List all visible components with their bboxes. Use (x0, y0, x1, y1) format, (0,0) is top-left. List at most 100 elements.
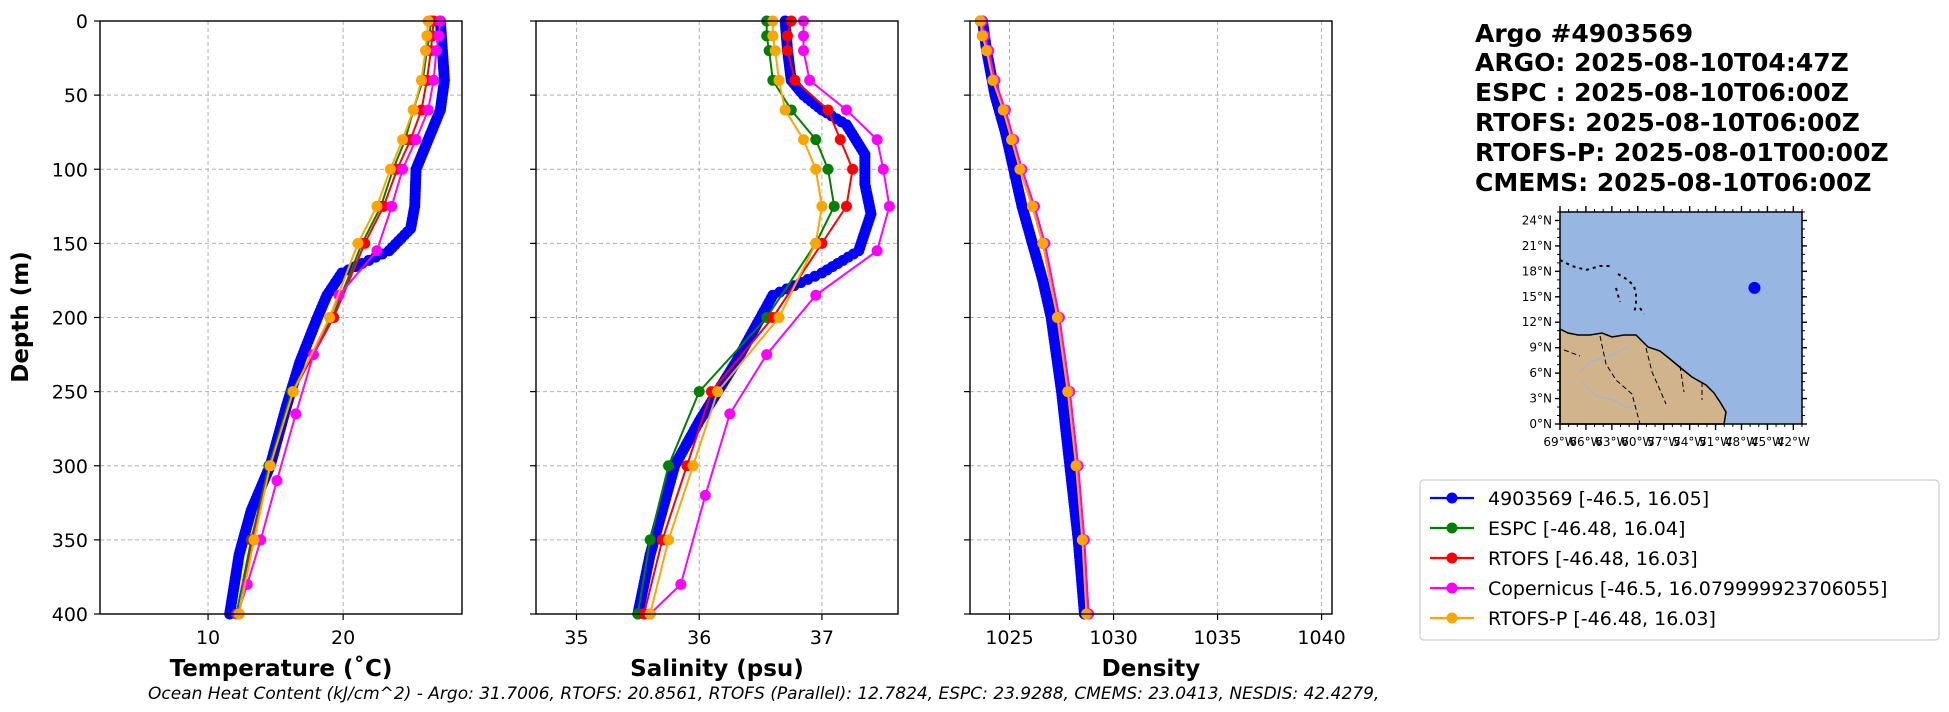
title-rtofs-time: RTOFS: 2025-08-10T06:00Z (1475, 108, 1860, 137)
data-point (782, 30, 794, 42)
legend: 4903569 [-46.5, 16.05] ESPC [-46.48, 16.0… (1419, 479, 1940, 641)
map-lon-label: 42°W (1777, 435, 1810, 449)
data-point (430, 45, 442, 57)
y-tick-label: 250 (52, 382, 88, 404)
density-xlabel: Density (1102, 656, 1201, 682)
legend-entry-rtofs: RTOFS [-46.48, 16.03] (1430, 548, 1698, 570)
legend-marker (1446, 522, 1458, 534)
title-argo-time: ARGO: 2025-08-10T04:47Z (1475, 48, 1849, 77)
inset-map: 24°N 21°N 18°N 15°N 12°N 9°N 6°N 3°N 0°N 69°W66°W… (1522, 206, 1810, 449)
map-borders (1563, 335, 1703, 425)
legend-marker (1446, 582, 1458, 594)
data-point (810, 289, 822, 301)
data-point (822, 163, 834, 175)
y-tick-label: 300 (52, 456, 88, 478)
map-lon-label: 63°W (1595, 435, 1628, 449)
data-point (415, 74, 427, 86)
series-line (236, 20, 442, 615)
map-lon-label: 51°W (1699, 435, 1732, 449)
x-tick-label: 1030 (1089, 627, 1137, 649)
y-tick-label: 400 (52, 604, 88, 626)
data-point (828, 200, 840, 212)
data-point (675, 578, 687, 590)
data-point (877, 163, 889, 175)
data-point (847, 163, 859, 175)
data-point (410, 134, 422, 146)
data-point (798, 45, 810, 57)
title-rtofsp-time: RTOFS-P: 2025-08-01T00:00Z (1475, 138, 1889, 167)
data-point (663, 534, 675, 546)
data-point (421, 30, 433, 42)
legend-label: Copernicus [-46.5, 16.079999923706055] (1488, 578, 1887, 600)
data-point (248, 534, 260, 546)
title-block: Argo #4903569 ARGO: 2025-08-10T04:47Z ES… (1475, 19, 1889, 197)
y-tick-label: 200 (52, 308, 88, 330)
data-point (840, 200, 852, 212)
x-tick-label: 20 (331, 627, 355, 649)
ocean-heat-content-footer: Ocean Heat Content (kJ/cm^2) - Argo: 31.… (148, 684, 1379, 704)
map-lon-label: 54°W (1673, 435, 1706, 449)
salinity-xlabel: Salinity (psu) (630, 656, 804, 682)
title-espc-time: ESPC : 2025-08-10T06:00Z (1475, 78, 1849, 107)
data-point (871, 245, 883, 257)
data-point (883, 200, 895, 212)
map-lon-label: 66°W (1569, 435, 1602, 449)
map-lat-label: 21°N (1522, 239, 1552, 253)
data-point (976, 30, 988, 42)
temperature-axes-frame (99, 20, 463, 615)
data-point (712, 386, 724, 398)
legend-entry-espc: ESPC [-46.48, 16.04] (1430, 518, 1685, 540)
data-point (371, 200, 383, 212)
temperature-xlabel: Temperature (˚C) (170, 655, 393, 682)
y-tick-label: 100 (52, 159, 88, 181)
data-point (834, 134, 846, 146)
data-point (773, 312, 785, 323)
temperature-series-rtofs_p (233, 15, 434, 620)
data-point (789, 74, 801, 86)
legend-label: ESPC [-46.48, 16.04] (1488, 518, 1685, 540)
y-tick-label: 50 (64, 85, 88, 107)
data-point (798, 30, 810, 42)
data-point (433, 30, 445, 42)
data-point (644, 534, 656, 546)
data-point (798, 134, 810, 146)
data-point (810, 163, 822, 175)
data-point (687, 460, 699, 472)
y-tick-label: 150 (52, 233, 88, 255)
data-point (871, 134, 883, 146)
data-point (371, 245, 383, 257)
data-point (271, 475, 283, 487)
data-point (407, 104, 419, 116)
data-point (397, 163, 409, 175)
data-point (773, 74, 785, 86)
legend-entry-copernicus: Copernicus [-46.5, 16.079999923706055] (1430, 578, 1887, 600)
legend-entry-rtofs_p: RTOFS-P [-46.48, 16.03] (1430, 608, 1716, 630)
legend-marker (1446, 492, 1458, 504)
data-point (810, 237, 822, 249)
data-point (782, 45, 794, 57)
legend-marker (1446, 552, 1458, 564)
depth-ylabel: Depth (m) (8, 251, 34, 383)
map-lat-label: 12°N (1522, 315, 1552, 329)
legend-marker (1446, 612, 1458, 624)
data-point (1037, 237, 1049, 249)
salinity-panel: 35 36 37 Salinity (psu) (530, 15, 899, 682)
data-point (1070, 460, 1082, 472)
x-tick-label: 1025 (985, 627, 1033, 649)
data-point (1006, 134, 1018, 146)
data-point (352, 237, 364, 249)
title-float-id: Argo #4903569 (1475, 19, 1693, 48)
x-tick-label: 10 (196, 627, 220, 649)
data-point (779, 104, 791, 116)
data-point (699, 489, 711, 501)
data-point (822, 104, 834, 116)
data-point (1051, 312, 1063, 323)
x-tick-label: 35 (564, 627, 588, 649)
data-point (324, 312, 336, 323)
data-point (769, 45, 781, 57)
density-series-rtofs_p (974, 15, 1093, 620)
data-point (997, 104, 1009, 116)
map-lat-label: 3°N (1529, 392, 1552, 406)
